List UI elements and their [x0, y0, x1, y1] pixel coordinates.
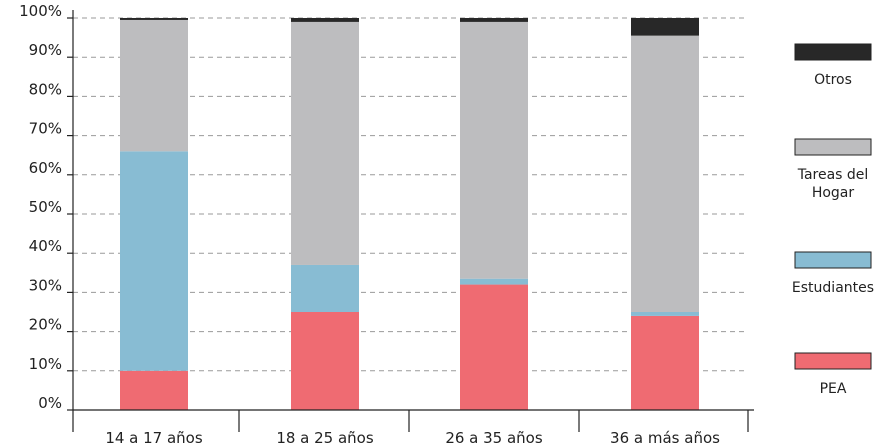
bar-segment	[291, 312, 359, 410]
y-tick-label: 30%	[29, 276, 62, 294]
x-tick-label: 26 a 35 años	[445, 429, 543, 447]
bar-segment	[631, 315, 699, 410]
y-tick-label: 0%	[38, 394, 62, 412]
x-tick-label: 14 a 17 años	[105, 429, 203, 447]
bars	[120, 18, 699, 410]
x-tick-label: 36 a más años	[610, 429, 720, 447]
y-tick-label: 100%	[19, 2, 62, 20]
y-tick-label: 80%	[29, 80, 62, 98]
legend-swatch	[794, 251, 872, 269]
bar-segment	[120, 370, 188, 410]
y-tick-label: 70%	[29, 120, 62, 138]
axis-labels: 0% 10% 20% 30% 40% 50% 60% 70% 80% 90% 100% 14 a 17…	[19, 2, 720, 447]
bar-segment	[120, 18, 188, 20]
legend-swatch	[794, 352, 872, 370]
axes	[67, 10, 754, 432]
bar-segment	[291, 18, 359, 22]
legend-label: Tareas del Hogar	[797, 167, 869, 201]
legend: Otros Tareas del Hogar Estudiantes PEA	[792, 43, 874, 397]
bar-segment	[120, 19, 188, 152]
y-tick-label: 20%	[29, 316, 62, 334]
legend-swatch	[794, 138, 872, 156]
legend-label: PEA	[820, 381, 847, 397]
bar-segment	[460, 284, 528, 410]
y-tick-label: 10%	[29, 355, 62, 373]
bar-segment	[460, 18, 528, 22]
bar-segment	[291, 264, 359, 312]
legend-label: Otros	[814, 72, 852, 88]
y-tick-label: 60%	[29, 159, 62, 177]
bar-segment	[291, 21, 359, 265]
bar-segment	[631, 35, 699, 312]
bar-segment	[631, 18, 699, 36]
x-tick-label: 18 a 25 años	[276, 429, 374, 447]
bar-segment	[460, 21, 528, 279]
bar-segment	[120, 151, 188, 371]
legend-label: Estudiantes	[792, 280, 874, 296]
legend-swatch	[794, 43, 872, 61]
bar-segment	[631, 312, 699, 316]
y-tick-label: 50%	[29, 198, 62, 216]
y-tick-label: 40%	[29, 237, 62, 255]
bar-segment	[460, 278, 528, 285]
y-tick-label: 90%	[29, 41, 62, 59]
